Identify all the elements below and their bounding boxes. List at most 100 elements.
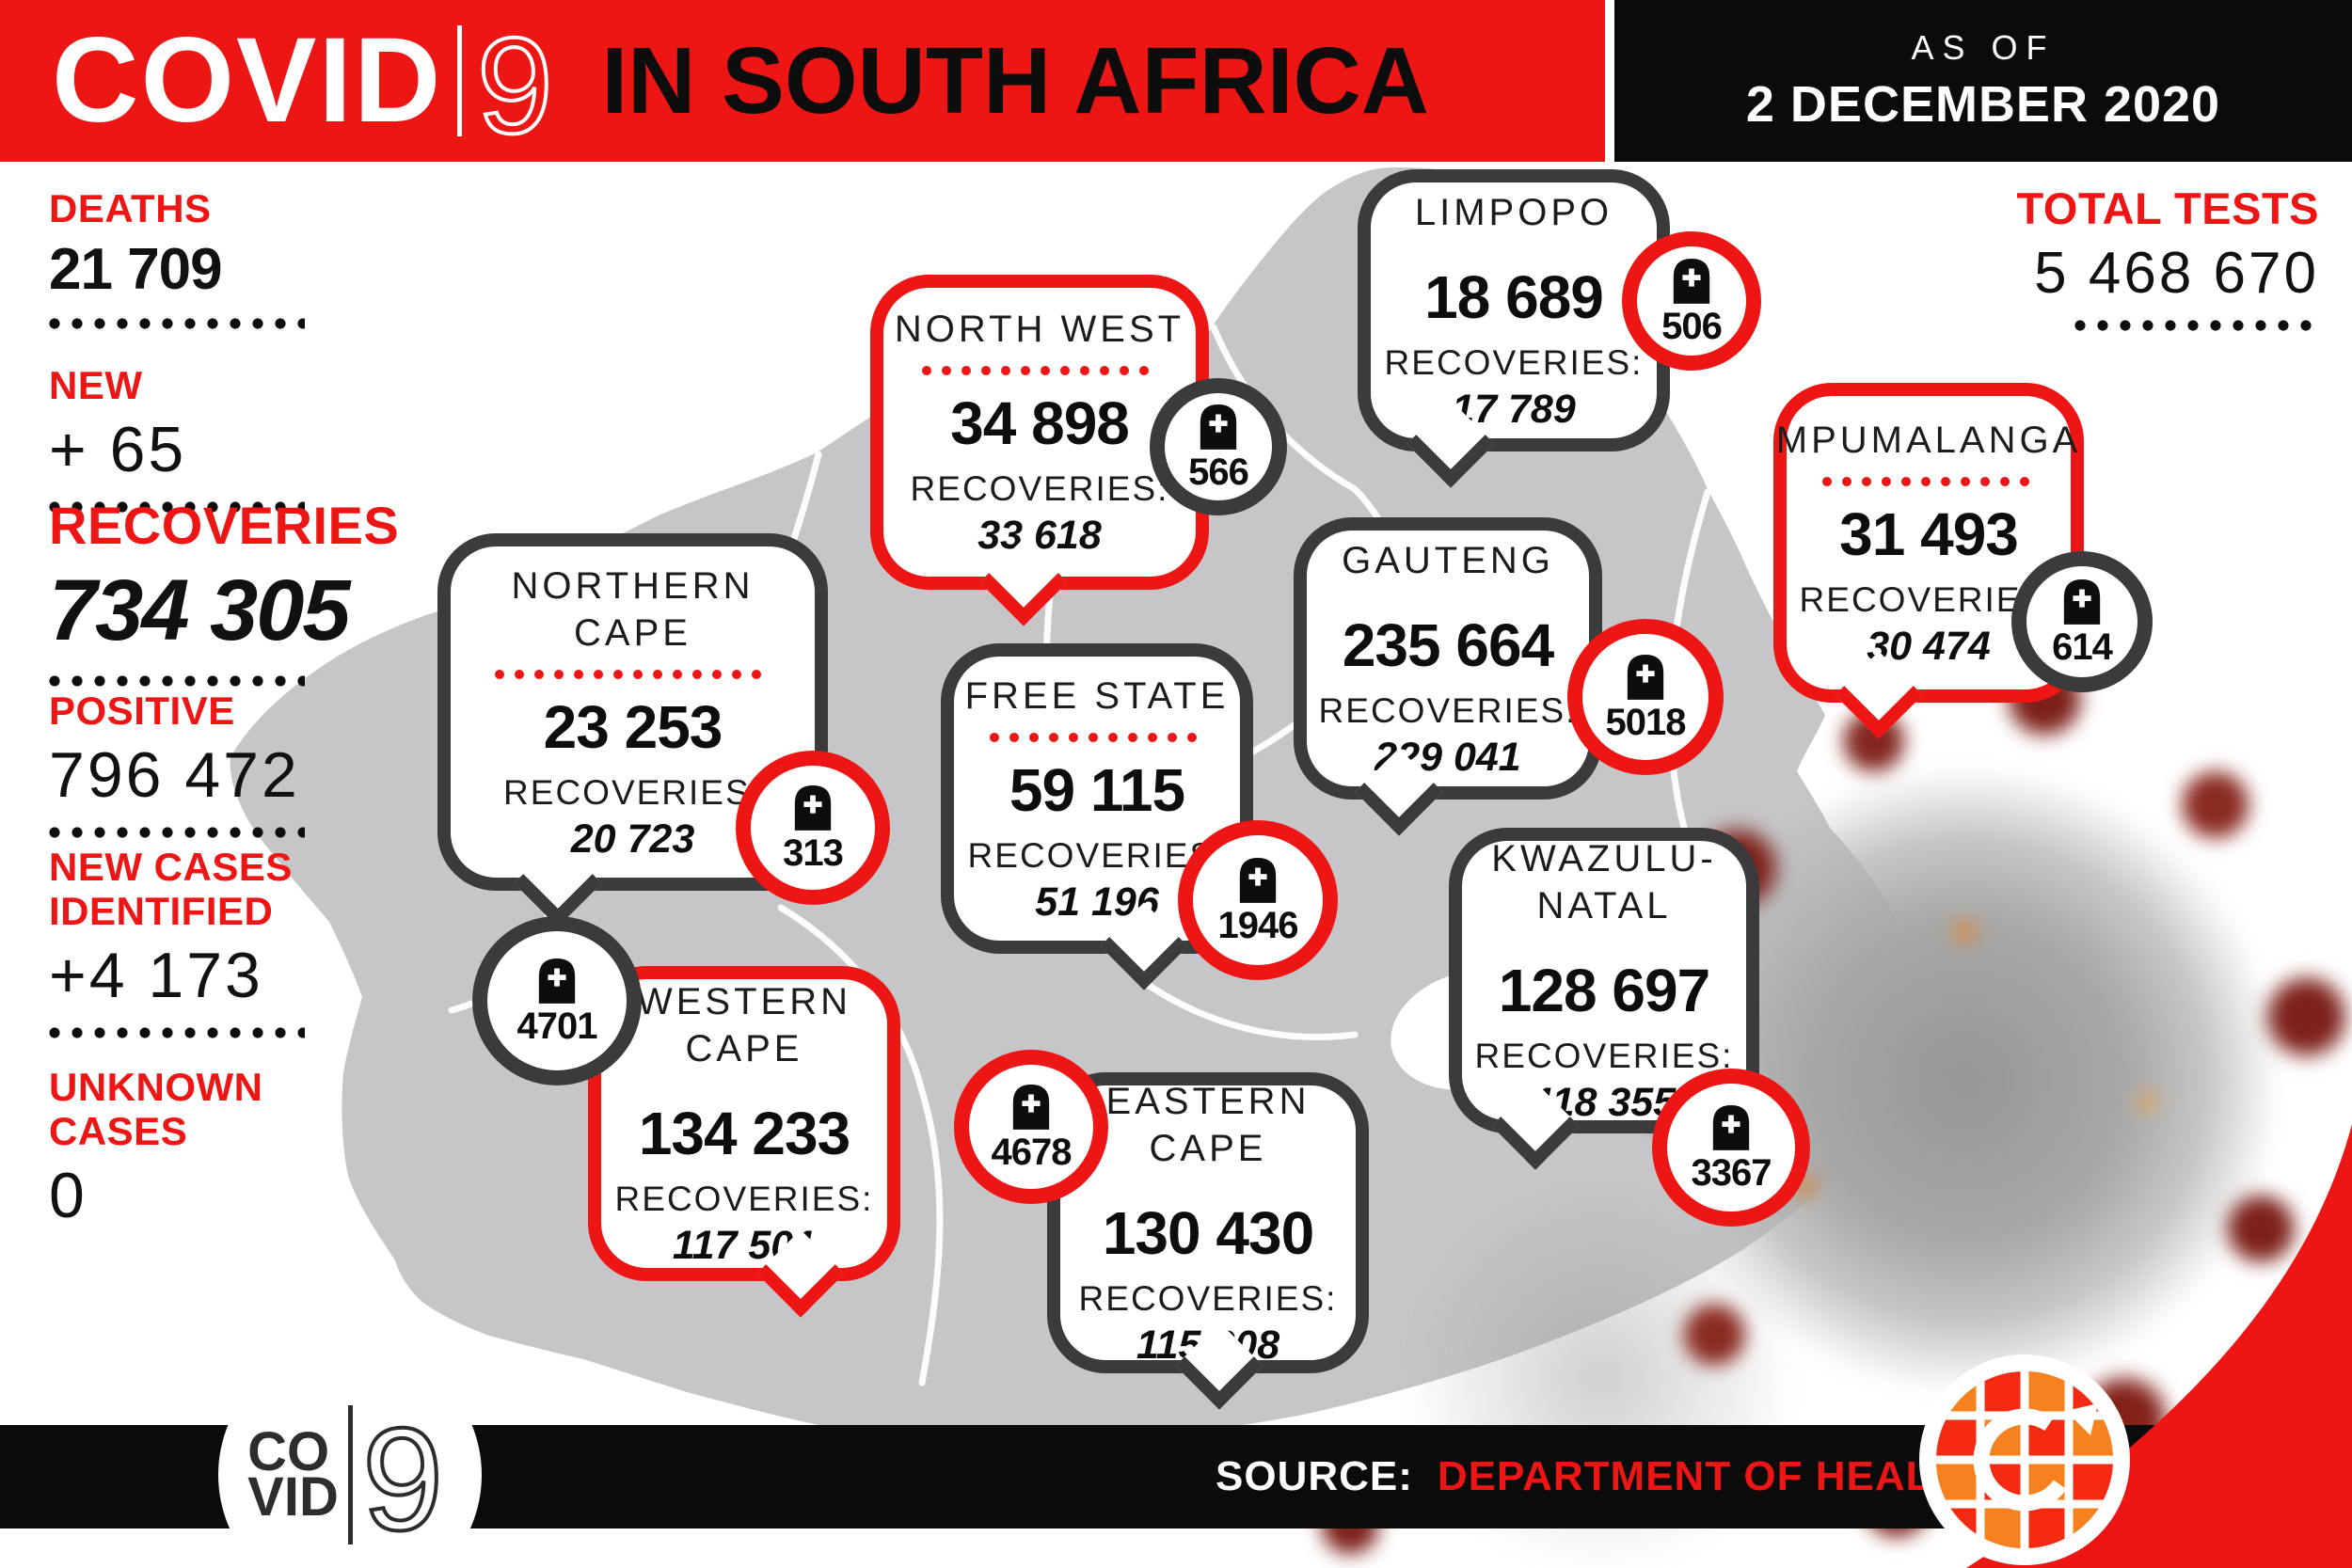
covid19-logo: CO VID 9: [218, 1343, 482, 1568]
province-bubble-northern-cape: NORTHERN CAPE 23 253 RECOVERIES: 20 723: [437, 533, 828, 927]
dotted-divider: [990, 732, 1204, 742]
as-of-label: AS OF: [1911, 28, 2056, 67]
stat-value: 21 709: [49, 237, 223, 303]
deaths-count: 4678: [991, 1131, 1073, 1173]
province-name: KWAZULU- NATAL: [1491, 838, 1717, 927]
brand-divider-bar: [457, 25, 463, 136]
deaths-badge-free-state: 1946: [1178, 820, 1338, 980]
stat-deaths: DEATHS 21 709: [49, 186, 305, 330]
province-name: WESTERN CAPE: [637, 981, 851, 1069]
dotted-divider: [494, 669, 771, 679]
dotted-divider: [49, 827, 305, 839]
source-label: SOURCE:: [1216, 1453, 1413, 1499]
deaths-count: 1946: [1217, 904, 1299, 946]
stat-total-tests: TOTAL TESTS 5 468 670: [1882, 183, 2319, 331]
province-cases: 130 430: [1102, 1198, 1314, 1267]
province-cases: 59 115: [1009, 755, 1185, 824]
stat-value: 5 468 670: [2034, 240, 2319, 306]
dotted-divider: [49, 674, 305, 687]
tombstone-icon: [2063, 578, 2101, 625]
stat-label: RECOVERIES: [49, 496, 400, 555]
logo-divider-bar: [347, 1405, 353, 1544]
stat-label: NEW: [49, 363, 143, 407]
deaths-count: 313: [783, 832, 844, 874]
dotted-divider: [1822, 476, 2035, 486]
dotted-divider: [49, 318, 305, 330]
source-line: SOURCE: DEPARTMENT OF HEALTH: [1216, 1425, 1986, 1528]
stat-unknown-cases: UNKNOWN CASES 0: [49, 1065, 262, 1232]
svg-text:9: 9: [362, 1398, 443, 1553]
tombstone-icon: [1712, 1104, 1750, 1150]
source-value: DEPARTMENT OF HEALTH: [1437, 1453, 1986, 1499]
province-cases: 235 664: [1342, 610, 1554, 679]
brand-covid-text: COVID: [52, 13, 443, 148]
dotted-divider: [49, 1027, 305, 1039]
province-cases: 34 898: [950, 389, 1130, 457]
province-bubble-north-west: NORTH WEST 34 898 RECOVERIES: 33 618: [870, 275, 1209, 626]
deaths-count: 4701: [516, 1005, 598, 1047]
tombstone-icon: [538, 958, 576, 1004]
covid19-logo-text: CO VID: [247, 1421, 339, 1528]
stat-new-cases: NEW CASES IDENTIFIED +4 173: [49, 845, 305, 1039]
stat-label: POSITIVE: [49, 689, 235, 733]
date-box: AS OF 2 DECEMBER 2020: [1614, 0, 2352, 162]
stat-value: +4 173: [49, 940, 263, 1012]
recoveries-label: RECOVERIES:: [503, 772, 762, 812]
page-title: IN SOUTH AFRICA: [601, 27, 1429, 134]
deaths-count: 506: [1661, 305, 1723, 347]
tombstone-icon: [1673, 258, 1710, 304]
province-bubble-limpopo: LIMPOPO 18 689 RECOVERIES: 17 789: [1358, 169, 1670, 488]
province-cases: 128 697: [1498, 957, 1710, 1024]
dotted-divider: [2074, 319, 2319, 331]
tombstone-icon: [1239, 857, 1277, 903]
recoveries-label: RECOVERIES:: [614, 1180, 874, 1218]
stat-value: 796 472: [49, 739, 300, 812]
deaths-count: 566: [1188, 451, 1249, 493]
stat-label: UNKNOWN CASES: [49, 1065, 263, 1154]
stat-recoveries: RECOVERIES 734 305: [49, 496, 400, 687]
deaths-count: 614: [2052, 626, 2113, 668]
brand-9-outline: 9: [475, 8, 555, 154]
deaths-badge-kwazulu-natal: 3367: [1652, 1069, 1810, 1227]
province-name: GAUTENG: [1342, 539, 1554, 581]
stat-value: 734 305: [49, 562, 351, 658]
tombstone-icon: [794, 784, 832, 831]
tombstone-icon: [1012, 1084, 1050, 1130]
tombstone-icon: [1627, 654, 1664, 700]
province-cases: 134 233: [638, 1100, 850, 1167]
globe-icon: [1919, 1354, 2130, 1565]
svg-text:9: 9: [477, 9, 553, 154]
stat-label: DEATHS: [49, 186, 212, 230]
recoveries-value: 33 618: [977, 513, 1102, 558]
red-corner-shape: [1966, 1124, 2352, 1568]
province-name: LIMPOPO: [1414, 191, 1613, 233]
recoveries-label: RECOVERIES:: [910, 469, 1169, 508]
deaths-badge-northern-cape: 313: [736, 751, 890, 905]
province-cases: 18 689: [1424, 262, 1604, 331]
recoveries-value: 20 723: [570, 816, 695, 862]
recoveries-label: RECOVERIES:: [967, 835, 1227, 875]
stat-value: + 65: [49, 414, 187, 486]
province-name: NORTHERN CAPE: [511, 564, 755, 654]
deaths-count: 5018: [1605, 701, 1687, 743]
stat-label: TOTAL TESTS: [2016, 183, 2319, 233]
province-name: FREE STATE: [964, 674, 1230, 717]
stat-positive: POSITIVE 796 472: [49, 689, 305, 839]
dotted-divider: [49, 501, 305, 514]
date-value: 2 DECEMBER 2020: [1745, 76, 2221, 133]
province-cases: 31 493: [1839, 499, 2019, 568]
dotted-divider: [922, 366, 1157, 375]
stat-new: NEW + 65: [49, 363, 305, 514]
tombstone-icon: [1200, 404, 1237, 450]
province-cases: 23 253: [543, 692, 723, 761]
stat-label: NEW CASES IDENTIFIED: [49, 845, 293, 934]
province-bubble-western-cape: WESTERN CAPE 134 233 RECOVERIES: 117 501: [588, 966, 900, 1318]
recoveries-label: RECOVERIES:: [1474, 1037, 1734, 1075]
stat-value: 0: [49, 1160, 87, 1232]
deaths-count: 3367: [1691, 1151, 1772, 1194]
logo-9-outline: 9: [360, 1398, 445, 1553]
recoveries-label: RECOVERIES:: [1318, 690, 1578, 730]
province-name: NORTH WEST: [894, 309, 1185, 350]
